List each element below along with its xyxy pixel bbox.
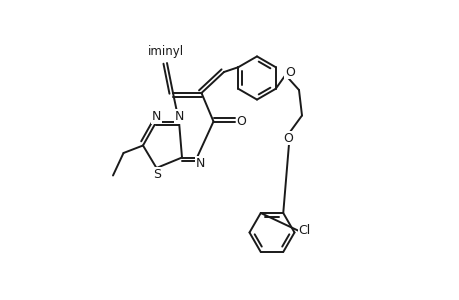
Text: N: N bbox=[196, 157, 205, 170]
Text: N: N bbox=[174, 110, 183, 123]
Text: iminyl: iminyl bbox=[147, 45, 183, 58]
Text: O: O bbox=[283, 131, 293, 145]
Text: S: S bbox=[153, 167, 161, 181]
Text: O: O bbox=[285, 65, 294, 79]
Text: O: O bbox=[235, 115, 246, 128]
Text: Cl: Cl bbox=[297, 224, 310, 238]
Text: N: N bbox=[151, 110, 161, 123]
